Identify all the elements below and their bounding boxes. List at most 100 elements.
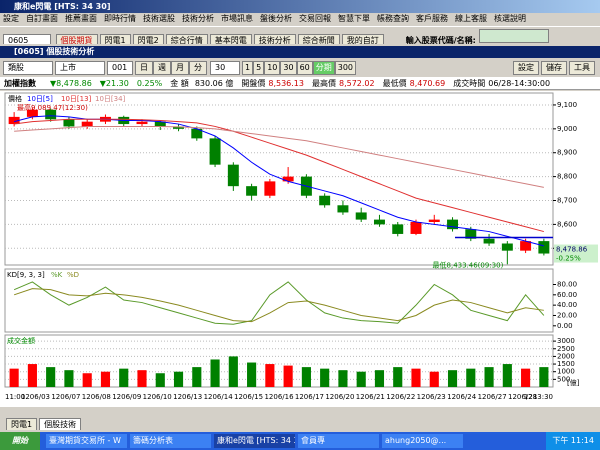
window-title: [0605] 個股技術分析 [0,46,600,58]
toolbar-button[interactable]: 我的自訂 [341,34,384,44]
volume-bar [27,364,37,387]
field-value: 8,572.02 [338,79,375,88]
x-tick-label: 1206/27 [478,393,507,401]
toolbar-button[interactable]: 綜合行情 [165,34,208,44]
period-button[interactable]: 日 [135,61,153,75]
candle-body [337,205,349,213]
toolbar-button[interactable]: 技術分析 [253,34,296,44]
task-item[interactable]: 臺灣期貨交易所 - W [46,433,127,448]
task-item[interactable]: 會員專 [298,433,379,448]
menu-item[interactable]: 核選說明 [494,14,526,23]
tab[interactable]: 閃電1 [6,418,38,430]
kd-title: KD[9, 3, 3] [7,271,45,279]
minute-button[interactable]: 5 [253,61,265,75]
candle-body [81,121,93,127]
app-title: 康和e閃電 [HTS: 34 30] [14,2,111,11]
task-item[interactable]: ahung2050@... [382,433,463,448]
x-tick-label: 1206/21 [356,393,385,401]
candle-body [428,219,440,222]
period-button[interactable]: 分 [189,61,207,75]
volume-bar [539,367,549,387]
y-tick-label: 8,900 [557,149,577,157]
minute-button[interactable]: 1 [242,61,254,75]
field-value: 8,470.69 [409,79,446,88]
candle-body [520,241,532,251]
toolbar-button[interactable]: 閃電2 [132,34,164,44]
task-item[interactable]: 康和e閃電 [HTS: 34 30] [214,433,295,448]
task-item[interactable]: 籌碼分析表 [130,433,211,448]
menu-item[interactable]: 推薦畫面 [65,14,97,23]
volume-bar [356,371,366,387]
menu-item[interactable]: 盤後分析 [260,14,292,23]
menu-item[interactable]: 設定 [3,14,19,23]
select[interactable]: 上市 [55,61,105,75]
panel-frame [4,334,554,388]
select[interactable]: 001 [107,61,133,75]
amount-label: 金 額 [170,79,189,88]
candle-body [136,121,148,125]
toolbar-button[interactable]: 個股期貨 [55,34,98,44]
volume-bar [411,368,421,387]
field-value: 8,536.13 [268,79,304,88]
x-tick-label: 1206/20 [325,393,354,401]
volume-bar [301,367,311,387]
candle-body [373,219,385,225]
x-tick-label: 11:00 [5,393,25,401]
menu-item[interactable]: 帳務查詢 [377,14,409,23]
candle-body [209,138,221,165]
field-label: 最低價 [382,79,407,88]
period-button[interactable]: 月 [171,61,189,75]
tab[interactable]: 個股技術 [39,418,82,430]
toolbar-button[interactable]: 綜合新聞 [297,34,340,44]
minute-button[interactable]: 分期 [312,61,335,75]
toolbar: 0605 個股期貨 閃電1 閃電2 綜合行情 基本閃電 技術分析 綜合新聞 我的自訂 輸入股票代… [0,26,600,44]
change: ▼21.30 [99,79,129,88]
code-input[interactable]: 0605 [3,34,51,44]
kd-legend: %D [67,271,79,279]
x-tick-label: 1206/09 [112,393,141,401]
select[interactable]: 類股 [3,61,53,75]
menu-item[interactable]: 即時行情 [104,14,136,23]
volume-bar [393,367,403,387]
kd-legend: %K [51,271,63,279]
tool-button[interactable]: 設定 [513,61,539,75]
tabs: 閃電1 個股技術 [0,418,600,430]
volume-bar [484,367,494,387]
price-label: 價格 [8,94,22,103]
menu-item[interactable]: 自訂畫面 [26,14,58,23]
search-label: 輸入股票代碼/名稱: [405,36,476,44]
menu-bar: 設定 自訂畫面 推薦畫面 即時行情 技術選股 技術分析 市場訊息 盤後分析 交易回報 智慧下單 帳務… [0,13,600,25]
x-tick-label: 1206/10 [143,393,172,401]
menu-item[interactable]: 智慧下單 [338,14,370,23]
tool-button[interactable]: 工具 [569,61,595,75]
minute-button[interactable]: 10 [264,61,281,75]
menu-item[interactable]: 市場訊息 [221,14,253,23]
candle-body [483,238,495,244]
kd-line [13,288,544,323]
tool-button[interactable]: 儲存 [541,61,567,75]
candle-body [264,181,276,196]
count[interactable]: 30 [210,61,240,75]
volume-bar [210,359,220,387]
menu-item[interactable]: 技術選股 [143,14,175,23]
menu-item[interactable]: 技術分析 [182,14,214,23]
volume-bar [100,371,111,387]
menu-item[interactable]: 交易回報 [299,14,331,23]
minute-button[interactable]: 60 [296,61,313,75]
menu-item[interactable]: 客戶服務 [416,14,448,23]
period-button[interactable]: 週 [153,61,171,75]
minute-button[interactable]: 30 [280,61,297,75]
menu-item[interactable]: 線上客服 [455,14,487,23]
x-tick-label: 1206/07 [51,393,80,401]
search-input[interactable] [478,29,549,43]
y-tick-label: 2500 [557,345,575,353]
field-label: 成交時間 [453,79,486,88]
y-tick-label: 500 [557,375,570,383]
start-button[interactable]: 開始 [0,432,40,450]
field-value: 06/28-14:30:00 [488,79,551,88]
y-tick-label: 3000 [557,337,575,345]
toolbar-button[interactable]: 閃電1 [99,34,131,44]
minute-button[interactable]: 300 [334,61,357,75]
toolbar-button[interactable]: 基本閃電 [209,34,252,44]
